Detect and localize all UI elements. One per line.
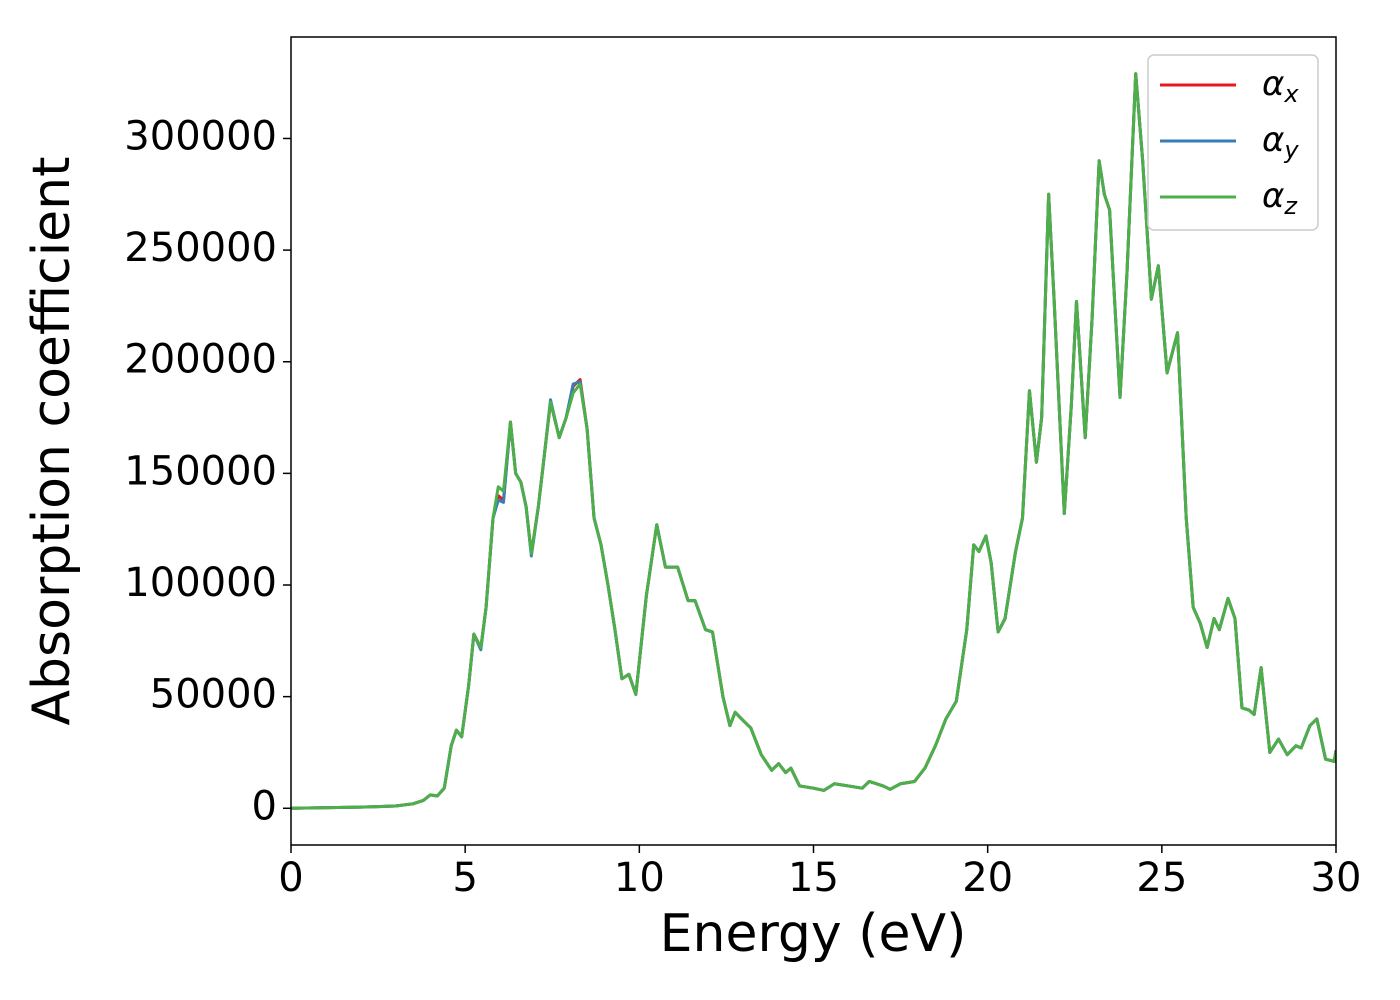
plot-frame bbox=[290, 36, 1337, 846]
x-tick-label: 20 bbox=[962, 855, 1013, 901]
y-tick-label: 300000 bbox=[124, 113, 277, 159]
y-tick-label: 100000 bbox=[124, 560, 277, 606]
y-tick-label: 0 bbox=[252, 783, 277, 829]
x-tick-label: 15 bbox=[788, 855, 839, 901]
y-tick-label: 150000 bbox=[124, 448, 277, 494]
legend-label: αz bbox=[1262, 176, 1298, 221]
x-tick-label: 5 bbox=[452, 855, 477, 901]
x-tick-label: 10 bbox=[614, 855, 665, 901]
x-tick-label: 0 bbox=[278, 855, 303, 901]
x-tick-label: 30 bbox=[1311, 855, 1362, 901]
x-axis-label: Energy (eV) bbox=[660, 904, 967, 964]
y-tick-label: 250000 bbox=[124, 225, 277, 271]
x-tick-label: 25 bbox=[1136, 855, 1187, 901]
y-axis-label: Absorption coefficient bbox=[22, 156, 82, 725]
series-line bbox=[291, 72, 1336, 810]
y-tick-label: 50000 bbox=[150, 672, 277, 718]
y-tick-label: 200000 bbox=[124, 337, 277, 383]
legend-label: αx bbox=[1262, 64, 1299, 109]
legend-label: αy bbox=[1262, 120, 1299, 165]
